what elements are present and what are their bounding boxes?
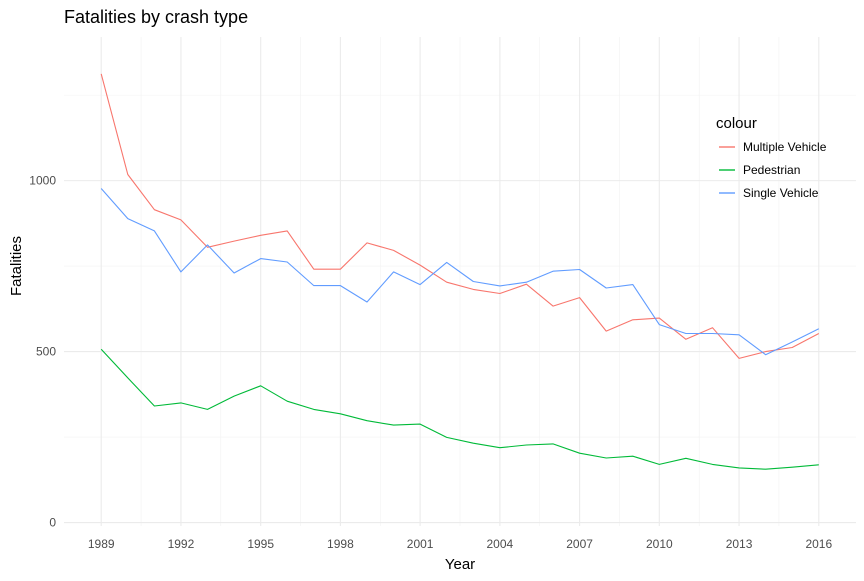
legend-items: Multiple Vehicle Pedestrian Single Vehicle	[719, 140, 827, 200]
y-tick-label: 0	[49, 516, 56, 530]
series-layer	[100, 73, 820, 470]
tick-layer: 1989 1992 1995 1998 2001 2004 2007 2010 2013 2016…	[29, 174, 832, 551]
legend-label-single-vehicle: Single Vehicle	[743, 186, 819, 200]
x-tick-label: 2007	[566, 537, 593, 551]
x-tick-label: 1989	[88, 537, 115, 551]
x-tick-label: 2016	[805, 537, 832, 551]
x-tick-label: 2004	[487, 537, 514, 551]
legend: colour Multiple Vehicle Pedestrian Single …	[716, 115, 827, 200]
y-tick-label: 500	[36, 345, 56, 359]
x-tick-label: 1992	[168, 537, 195, 551]
series-line-single-vehicle	[100, 188, 820, 356]
series-line-pedestrian	[100, 348, 819, 470]
grid-layer	[64, 37, 856, 526]
legend-label-pedestrian: Pedestrian	[743, 163, 800, 177]
legend-label-multiple-vehicle: Multiple Vehicle	[743, 140, 827, 154]
x-tick-label: 2001	[407, 537, 434, 551]
x-tick-label: 1998	[327, 537, 354, 551]
x-tick-label: 1995	[247, 537, 274, 551]
y-axis-title: Fatalities	[8, 236, 25, 296]
x-tick-label: 2013	[726, 537, 753, 551]
x-axis-title: Year	[445, 556, 475, 573]
legend-title: colour	[716, 115, 757, 132]
chart-title: Fatalities by crash type	[64, 7, 248, 27]
x-tick-label: 2010	[646, 537, 673, 551]
y-tick-label: 1000	[29, 174, 56, 188]
